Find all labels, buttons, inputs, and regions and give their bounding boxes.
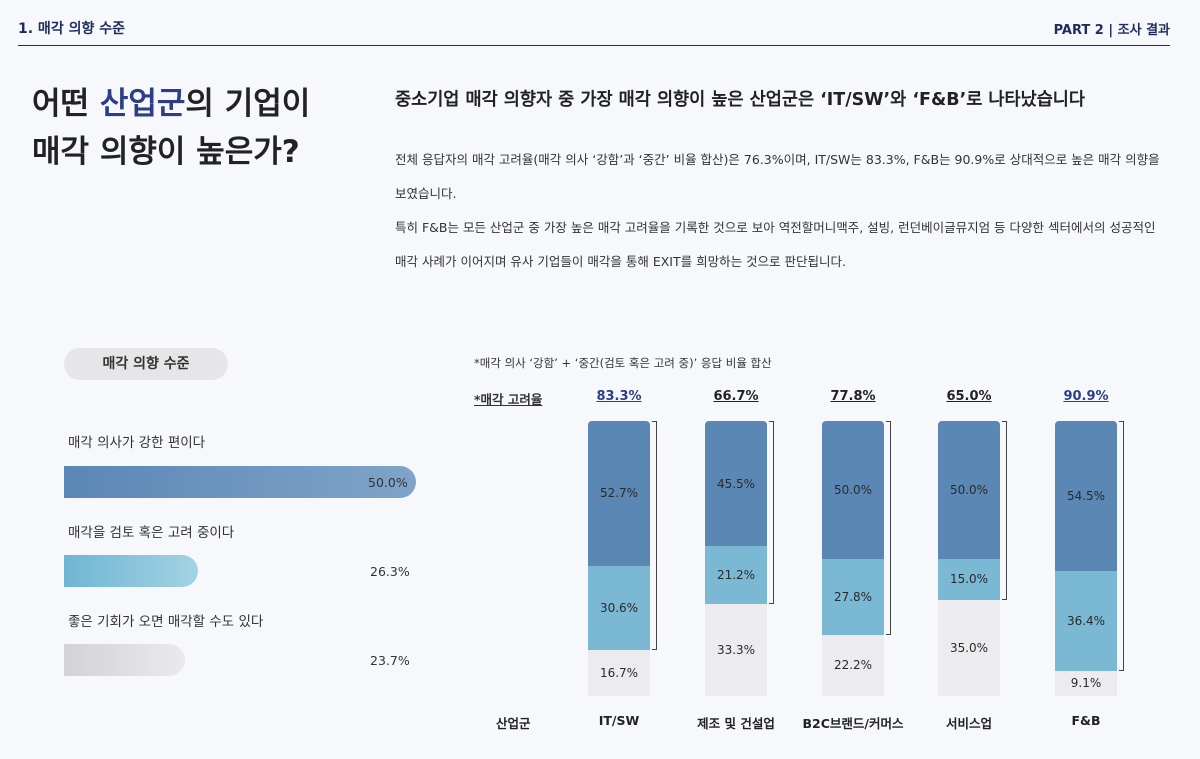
consideration-rate-label: 66.7% — [713, 389, 759, 404]
x-category-label: 제조 및 건설업 — [697, 716, 775, 731]
stacked-bar: 52.7% 30.6% 16.7% — [588, 421, 650, 696]
page-title: 어떤 산업군의 기업이 매각 의향이 높은가? — [32, 80, 310, 176]
chart-note: *매각 의사 ‘강함’ + ‘중간(검토 혹은 고려 중)’ 응답 비율 합산 — [474, 356, 772, 370]
rate-title: *매각 고려율 — [474, 392, 543, 407]
bar-segment: 16.7% — [588, 650, 650, 696]
bar-segment: 36.4% — [1055, 570, 1117, 671]
title-line2: 매각 의향이 높은가? — [32, 134, 300, 170]
rate-bracket — [1002, 421, 1007, 600]
title-suffix: 의 기업이 — [185, 86, 311, 122]
hbar-value-label: 50.0% — [368, 475, 408, 490]
stacked-bar: 50.0% 27.8% 22.2% — [822, 421, 884, 696]
hbar-bar — [64, 466, 416, 498]
x-axis-title: 산업군 — [496, 716, 531, 731]
section-label: 1. 매각 의향 수준 — [18, 21, 125, 37]
hbar-value-label: 26.3% — [370, 564, 410, 579]
x-category-label: B2C브랜드/커머스 — [802, 716, 904, 731]
hbar-category-label: 매각 의사가 강한 편이다 — [68, 435, 206, 451]
x-category-label: F&B — [1071, 713, 1101, 728]
bar-segment: 30.6% — [588, 565, 650, 651]
consideration-rate-label: 83.3% — [596, 389, 642, 404]
hbar-value-label: 23.7% — [370, 653, 410, 668]
top-bar: 1. 매각 의향 수준 PART 2 | 조사 결과 — [0, 0, 1200, 47]
bar-segment: 9.1% — [1055, 670, 1117, 696]
rate-bracket — [886, 421, 891, 635]
stacked-bar: 45.5% 21.2% 33.3% — [705, 421, 767, 696]
summary-body: 전체 응답자의 매각 고려율(매각 의사 ‘강함’과 ‘중간’ 비율 합산)은 … — [395, 143, 1165, 279]
bar-segment: 27.8% — [822, 558, 884, 635]
rate-bracket — [769, 421, 774, 605]
bar-segment: 45.5% — [705, 421, 767, 547]
bar-segment: 22.2% — [822, 634, 884, 696]
bar-segment: 21.2% — [705, 546, 767, 605]
consideration-rate-label: 90.9% — [1063, 389, 1109, 404]
rate-bracket — [1119, 421, 1124, 671]
hbar-category-label: 매각을 검토 혹은 고려 중이다 — [68, 525, 235, 541]
title-prefix: 어떤 — [32, 86, 100, 122]
bar-segment: 50.0% — [938, 421, 1000, 559]
bar-segment: 52.7% — [588, 421, 650, 566]
bar-segment: 54.5% — [1055, 421, 1117, 571]
consideration-rate-label: 77.8% — [830, 389, 876, 404]
stacked-bar: 50.0% 15.0% 35.0% — [938, 421, 1000, 696]
hbar-chart-title: 매각 의향 수준 — [64, 348, 228, 380]
header-divider — [18, 45, 1170, 46]
bar-segment: 33.3% — [705, 604, 767, 696]
summary-title: 중소기업 매각 의향자 중 가장 매각 의향이 높은 산업군은 ‘IT/SW’와… — [395, 90, 1086, 110]
hbar-category-label: 좋은 기회가 오면 매각할 수도 있다 — [68, 614, 264, 630]
hbar-bar — [64, 555, 199, 587]
bar-segment: 35.0% — [938, 599, 1000, 696]
part-label: PART 2 | 조사 결과 — [1053, 23, 1170, 38]
summary-paragraph-2: 특히 F&B는 모든 산업군 중 가장 높은 매각 고려율을 기록한 것으로 보… — [395, 220, 1156, 269]
hbar-bar — [64, 644, 185, 676]
stacked-bar: 54.5% 36.4% 9.1% — [1055, 421, 1117, 696]
rate-bracket — [652, 421, 657, 651]
title-highlight: 산업군 — [99, 86, 186, 122]
consideration-rate-label: 65.0% — [946, 389, 992, 404]
bar-segment: 15.0% — [938, 558, 1000, 600]
x-category-label: 서비스업 — [945, 716, 992, 731]
bar-segment: 50.0% — [822, 421, 884, 559]
summary-paragraph-1: 전체 응답자의 매각 고려율(매각 의사 ‘강함’과 ‘중간’ 비율 합산)은 … — [395, 152, 1160, 201]
x-category-label: IT/SW — [598, 713, 640, 728]
